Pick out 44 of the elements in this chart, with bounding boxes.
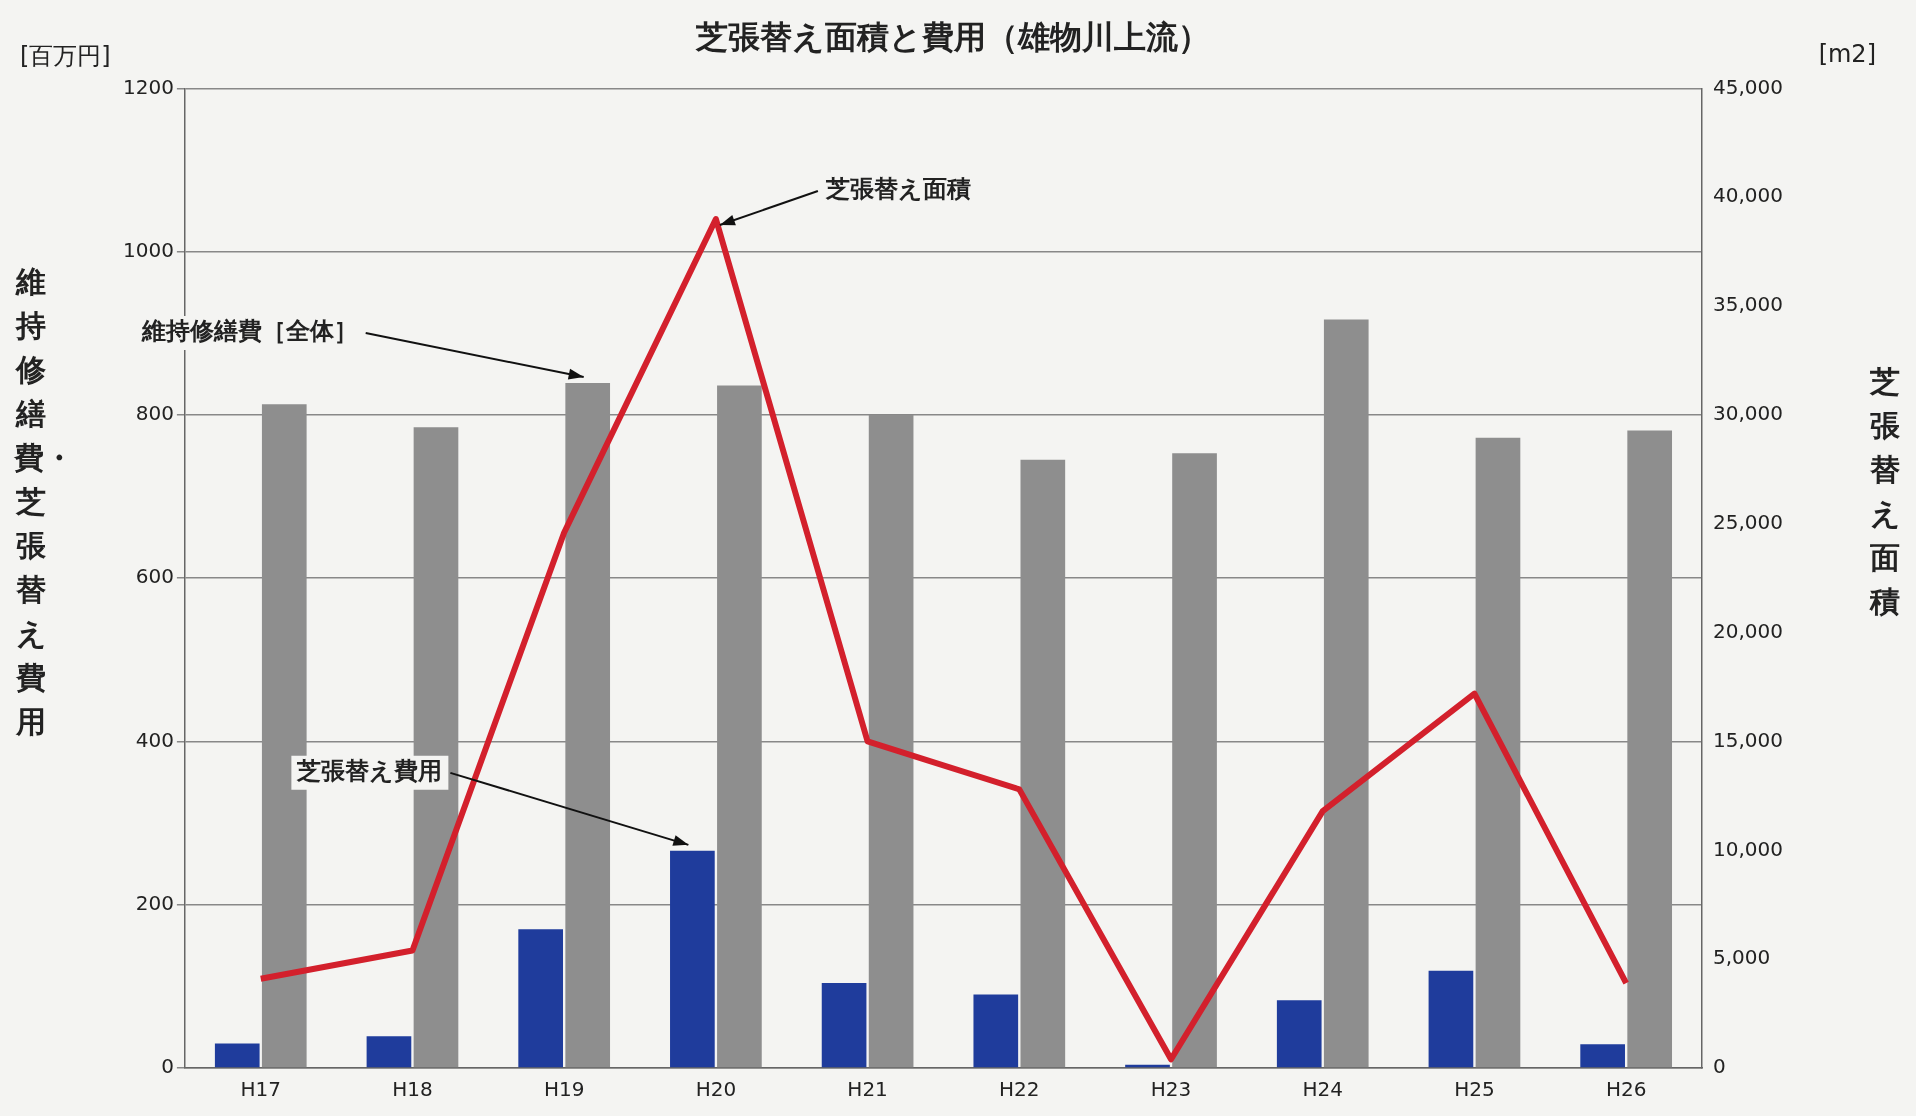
y2-tick-label: 10,000 [1713,836,1783,861]
y2-tick-label: 25,000 [1713,509,1783,534]
bar [821,983,867,1068]
bar [973,994,1019,1068]
y2-axis-title: 芝張替え面積 [1868,363,1902,621]
text: [百万円] [20,41,111,72]
bar [1276,1000,1322,1068]
y-tick-label: 1200 [122,74,174,99]
text: 芝張替え費用 [296,757,443,786]
y-tick-label: 1000 [122,237,174,262]
bar [1428,970,1474,1068]
x-tick-label: H19 [543,1077,585,1102]
bar [518,929,563,1068]
text: 芝張替え面積 [824,175,971,204]
bar [214,1043,260,1068]
x-tick-label: H18 [392,1077,433,1102]
chart-title: 芝張替え面積と費用（雄物川上流） [695,17,1210,56]
text: 維持修繕費・芝張替え費用 [14,264,74,739]
y2-tick-label: 30,000 [1713,401,1783,426]
y-tick-label: 400 [135,727,174,752]
x-tick-label: H25 [1454,1077,1495,1102]
y2-tick-label: 40,000 [1713,183,1783,208]
x-tick-label: H23 [1150,1077,1192,1102]
x-tick-label: H22 [999,1077,1040,1102]
y-tick-label: 200 [135,890,174,915]
bar [1580,1044,1625,1068]
y2-tick-label: 45,000 [1713,74,1783,99]
y2-tick-label: 0 [1713,1054,1726,1079]
x-tick-label: H21 [847,1077,888,1102]
x-tick-label: H17 [240,1077,281,1102]
y2-tick-label: 5,000 [1713,945,1771,970]
y2-tick-label: 35,000 [1713,292,1783,317]
y2-tick-label: 15,000 [1713,727,1783,752]
y-tick-label: 600 [135,564,174,589]
x-tick-label: H26 [1605,1077,1647,1102]
bar [670,850,715,1068]
y-tick-label: 0 [161,1054,174,1079]
text: 維持修繕費［全体］ [140,317,358,346]
y-tick-label: 800 [135,401,174,426]
bar [366,1036,412,1068]
text: [m2] [1818,40,1876,68]
y2-tick-label: 20,000 [1713,618,1783,643]
x-tick-label: H24 [1302,1077,1343,1102]
x-tick-label: H20 [695,1077,737,1102]
